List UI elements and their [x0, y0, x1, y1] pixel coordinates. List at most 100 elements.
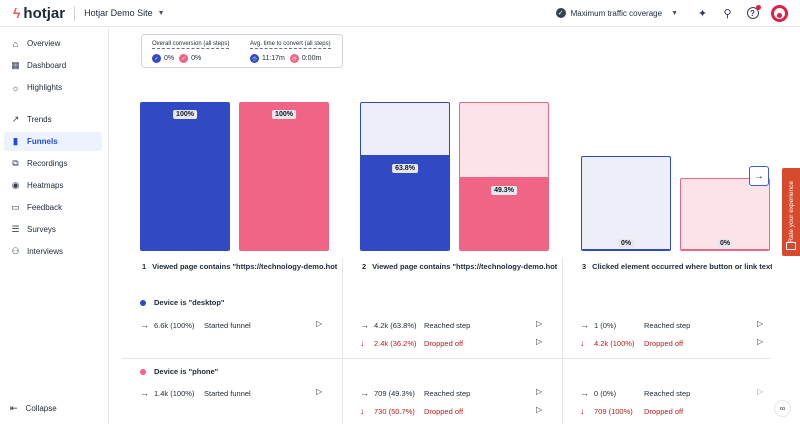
column-divider — [562, 258, 563, 424]
step-title-3[interactable]: 3 Clicked element occurred where button o… — [582, 262, 772, 271]
play-icon[interactable]: ▷ — [536, 387, 543, 396]
bar-phone-step-3[interactable]: 0% — [680, 178, 770, 251]
hotjar-logo-icon: ϟ — [13, 5, 21, 21]
next-steps-button[interactable]: → — [749, 166, 769, 186]
arrow-down-icon: ↓ — [360, 338, 365, 348]
arrow-right-icon: → — [360, 388, 369, 398]
traffic-coverage-label: Maximum traffic coverage — [570, 8, 663, 18]
site-name: Hotjar Demo Site — [84, 8, 153, 18]
arrow-right-icon: → — [580, 388, 589, 398]
desktop-legend-dot — [140, 299, 146, 306]
step-title-1[interactable]: 1 Viewed page contains "https://technolog… — [142, 262, 337, 271]
arrow-right-icon: → — [754, 170, 764, 182]
sidebar-item-label: Highlights — [27, 83, 63, 92]
collapse-icon: ⇤ — [10, 403, 18, 413]
avg-time-label[interactable]: Avg. time to convert (all steps) — [250, 41, 331, 49]
play-icon[interactable]: ▷ — [316, 387, 323, 396]
collapse-button[interactable]: ⇤ Collapse — [10, 403, 57, 414]
bar-phone-step-1[interactable]: 100% — [239, 102, 329, 251]
integrations-icon[interactable]: ✦ — [697, 7, 708, 20]
sidebar-item-label: Surveys — [27, 225, 56, 234]
bar-phone-step-2[interactable]: 49.3% — [459, 102, 549, 251]
overall-conversion: Overall conversion (all steps) ✓ 0% ✓ 0% — [152, 41, 230, 63]
overview-icon: ⌂ — [12, 38, 19, 49]
sidebar-item-highlights[interactable]: ☼ Highlights — [4, 78, 102, 97]
lightbulb-icon: ☼ — [11, 82, 20, 93]
divider — [74, 5, 76, 21]
row-divider — [122, 358, 770, 359]
feedback-icon — [786, 242, 796, 250]
heatmaps-icon: ◉ — [11, 180, 20, 190]
interviews-icon: ⚇ — [11, 246, 20, 256]
desktop-step1-started: → 6.6k (100%) Started funnel — [140, 320, 251, 330]
bar-label-desktop-step-2: 63.8% — [392, 164, 418, 173]
bar-desktop-step-2[interactable]: 63.8% — [360, 102, 450, 251]
check-circle-icon: ✓ — [555, 8, 566, 18]
play-icon[interactable]: ▷ — [757, 319, 764, 328]
traffic-coverage-selector[interactable]: ✓ Maximum traffic coverage ▼ — [555, 8, 678, 18]
sidebar-item-label: Trends — [27, 115, 52, 124]
sidebar-item-heatmaps[interactable]: ◉ Heatmaps — [4, 176, 102, 195]
site-selector[interactable]: Hotjar Demo Site ▼ — [84, 8, 164, 18]
sidebar-item-trends[interactable]: ↗ Trends — [4, 110, 102, 129]
arrow-right-icon: → — [360, 320, 369, 330]
step-title-2[interactable]: 2 Viewed page contains "https://technolog… — [362, 262, 557, 271]
play-icon[interactable]: ▷ — [536, 337, 543, 346]
bar-label-phone-step-3: 0% — [716, 239, 734, 248]
add-user-icon[interactable]: ⚲ — [723, 7, 732, 20]
bar-fill-phone-step-1 — [240, 103, 328, 250]
notification-dot — [755, 5, 761, 10]
sidebar: ⌂ Overview ▦ Dashboard ☼ Highlights ↗ Tr… — [0, 28, 109, 424]
brand-name: hotjar — [23, 4, 66, 22]
sidebar-item-dashboard[interactable]: ▦ Dashboard — [4, 56, 102, 75]
bar-desktop-step-1[interactable]: 100% — [140, 102, 230, 251]
top-bar: ϟ hotjar Hotjar Demo Site ▼ ✓ Maximum tr… — [0, 0, 800, 27]
arrow-down-icon: ↓ — [360, 406, 365, 416]
avatar[interactable] — [771, 4, 788, 22]
phone-legend-dot — [140, 368, 146, 375]
sidebar-item-label: Feedback — [27, 203, 63, 212]
device-desktop-label: Device is "desktop" — [140, 298, 224, 307]
desktop-step2-reached: → 4.2k (63.8%) Reached step — [360, 320, 471, 330]
play-icon[interactable]: ▷ — [536, 319, 543, 328]
link-icon[interactable]: ∞ — [774, 400, 791, 417]
play-icon[interactable]: ▷ — [316, 319, 323, 328]
arrow-right-icon: → — [140, 320, 149, 330]
arrow-down-icon: ↓ — [580, 406, 585, 416]
sidebar-item-label: Dashboard — [27, 61, 67, 70]
sidebar-item-surveys[interactable]: ☰ Surveys — [4, 220, 102, 239]
device-phone-label: Device is "phone" — [140, 367, 218, 376]
arrow-down-icon: ↓ — [580, 338, 585, 348]
rate-your-experience-tab[interactable]: Rate your experience — [782, 168, 800, 256]
play-icon[interactable]: ▷ — [757, 337, 764, 346]
play-icon: ▷ — [757, 387, 764, 396]
sidebar-item-interviews[interactable]: ⚇ Interviews — [4, 242, 102, 261]
desktop-step3-dropped: ↓ 4.2k (100%) Dropped off — [580, 338, 684, 348]
help-button[interactable]: ? — [746, 5, 761, 20]
phone-step2-dropped: ↓ 730 (50.7%) Dropped off — [360, 406, 464, 416]
sidebar-item-feedback[interactable]: ▭ Feedback — [4, 198, 102, 217]
play-icon[interactable]: ▷ — [536, 405, 543, 414]
bar-desktop-step-3[interactable]: 0% — [581, 156, 671, 251]
sidebar-item-overview[interactable]: ⌂ Overview — [4, 34, 102, 53]
bar-label-phone-step-1: 100% — [272, 110, 296, 119]
bar-fill-phone-step-3 — [681, 249, 769, 250]
sidebar-item-funnels[interactable]: ▮ Funnels — [4, 132, 102, 151]
bar-label-desktop-step-3: 0% — [617, 239, 635, 248]
hotjar-logo[interactable]: ϟ hotjar — [13, 5, 65, 22]
phone-clock-icon: ◷ — [289, 54, 299, 63]
sidebar-item-label: Interviews — [27, 247, 64, 256]
avg-time-to-convert: Avg. time to convert (all steps) ◷ 11:17… — [250, 41, 331, 63]
overall-conversion-label[interactable]: Overall conversion (all steps) — [152, 41, 230, 49]
dashboard-icon: ▦ — [11, 60, 20, 70]
funnel-summary-card: Overall conversion (all steps) ✓ 0% ✓ 0%… — [141, 34, 343, 68]
trends-icon: ↗ — [11, 114, 20, 124]
arrow-right-icon: → — [140, 388, 149, 398]
sidebar-item-recordings[interactable]: ⧉ Recordings — [4, 154, 102, 173]
desktop-check-icon: ✓ — [152, 54, 161, 63]
sidebar-item-label: Overview — [27, 39, 61, 48]
time-desktop-value: 11:17m — [262, 55, 285, 62]
phone-step3-dropped: ↓ 709 (100%) Dropped off — [580, 406, 684, 416]
conversion-phone-value: 0% — [191, 55, 202, 62]
phone-check-icon: ✓ — [179, 54, 189, 63]
